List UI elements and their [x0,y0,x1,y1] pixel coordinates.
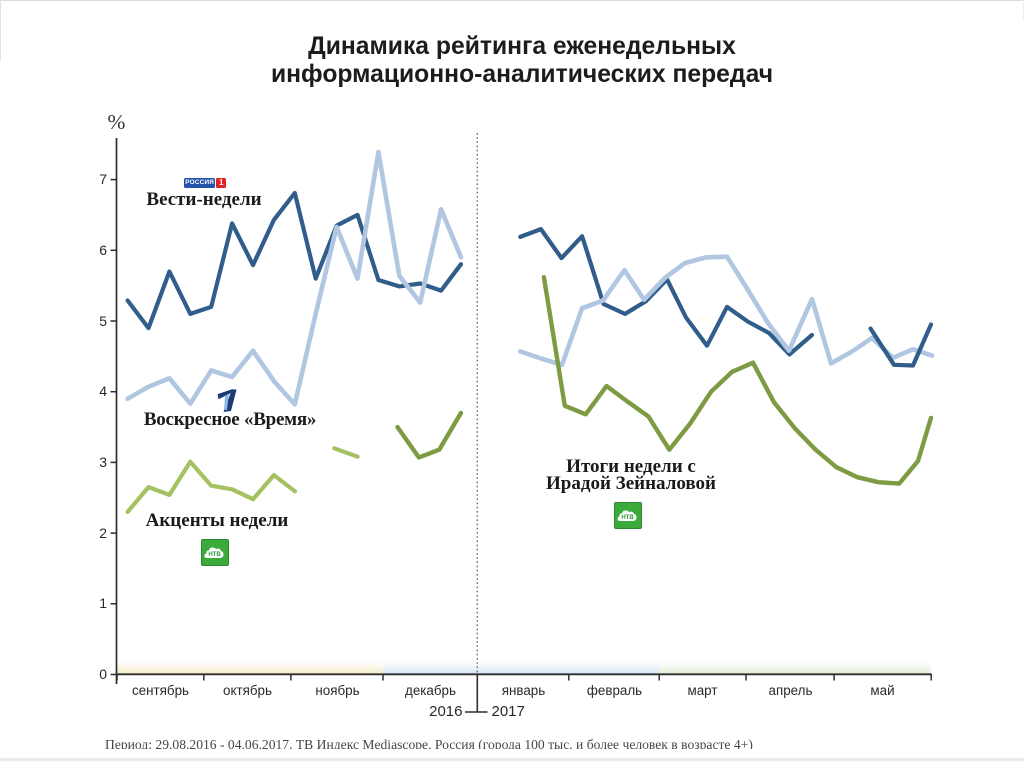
svg-text:НТВ: НТВ [621,515,634,521]
svg-text:НТВ: НТВ [209,552,222,558]
